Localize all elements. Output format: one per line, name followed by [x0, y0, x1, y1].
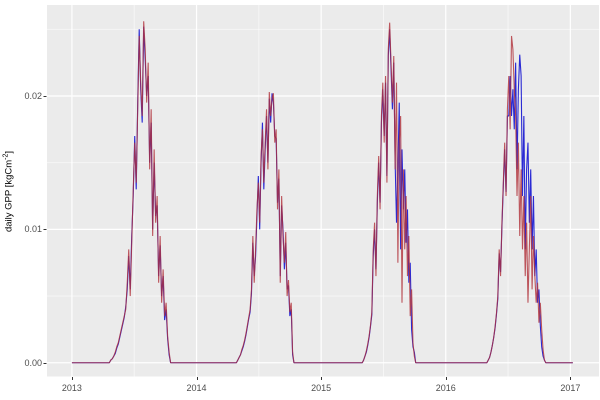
x-tick-label: 2015 — [311, 382, 332, 393]
x-tick-label: 2017 — [560, 382, 581, 393]
x-tick-label: 2016 — [435, 382, 456, 393]
y-tick-label: 0.00 — [24, 357, 42, 368]
y-axis-title-close-bracket: ] — [3, 150, 15, 154]
y-axis-title-text: daily GPP [kgCm — [3, 159, 15, 233]
y-tick-label: 0.02 — [24, 90, 42, 101]
x-tick-label: 2014 — [186, 382, 207, 393]
y-axis-title-superscript: -2 — [2, 153, 10, 160]
y-tick-label: 0.01 — [24, 224, 42, 235]
x-tick-label: 2013 — [61, 382, 82, 393]
y-axis-title: daily GPP [kgCm-2] — [3, 117, 16, 267]
